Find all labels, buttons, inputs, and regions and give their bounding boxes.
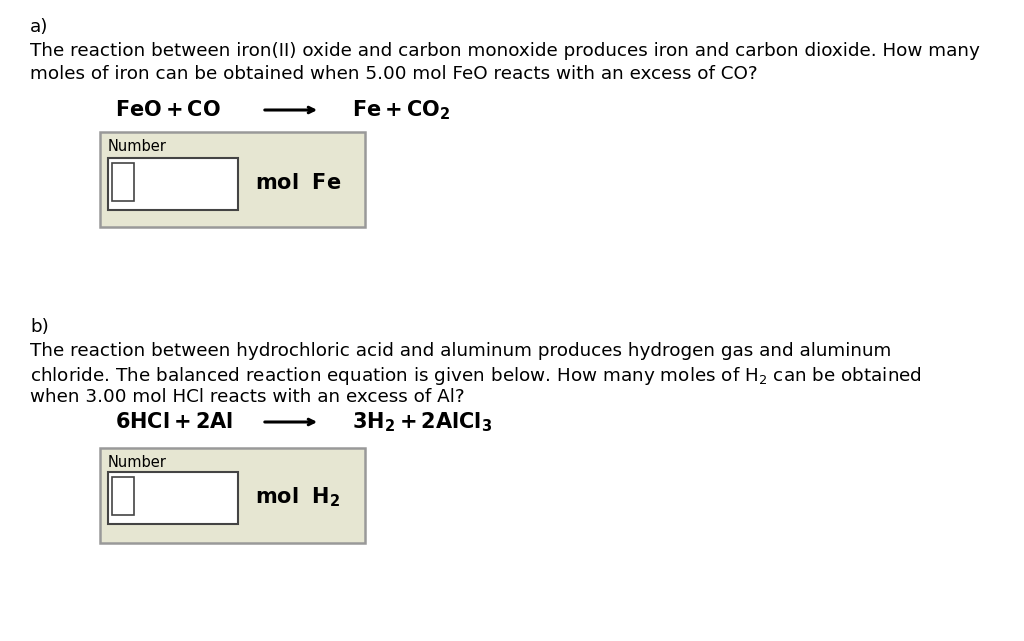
Bar bbox=[112, 477, 134, 515]
Text: The reaction between iron(II) oxide and carbon monoxide produces iron and carbon: The reaction between iron(II) oxide and … bbox=[30, 42, 980, 60]
Text: $\mathbf{FeO + CO}$: $\mathbf{FeO + CO}$ bbox=[115, 100, 221, 120]
Text: Number: Number bbox=[108, 455, 167, 470]
Text: Number: Number bbox=[108, 139, 167, 154]
Text: The reaction between hydrochloric acid and aluminum produces hydrogen gas and al: The reaction between hydrochloric acid a… bbox=[30, 342, 891, 360]
Text: chloride. The balanced reaction equation is given below. How many moles of H$_2$: chloride. The balanced reaction equation… bbox=[30, 365, 922, 387]
Bar bbox=[100, 132, 365, 227]
Text: $\mathbf{mol\ \ H_2}$: $\mathbf{mol\ \ H_2}$ bbox=[255, 485, 340, 509]
Text: b): b) bbox=[30, 318, 49, 336]
Text: when 3.00 mol HCl reacts with an excess of Al?: when 3.00 mol HCl reacts with an excess … bbox=[30, 388, 465, 406]
Bar bbox=[108, 472, 238, 524]
Bar bbox=[112, 163, 134, 201]
Text: $\mathbf{3H_2 + 2AlCl_3}$: $\mathbf{3H_2 + 2AlCl_3}$ bbox=[352, 410, 493, 434]
Text: $\mathbf{6HCl + 2Al}$: $\mathbf{6HCl + 2Al}$ bbox=[115, 412, 233, 432]
Bar bbox=[100, 448, 365, 543]
Text: a): a) bbox=[30, 18, 48, 36]
Bar bbox=[108, 158, 238, 210]
Text: moles of iron can be obtained when 5.00 mol FeO reacts with an excess of CO?: moles of iron can be obtained when 5.00 … bbox=[30, 65, 758, 83]
Text: $\mathbf{mol\ \ Fe}$: $\mathbf{mol\ \ Fe}$ bbox=[255, 173, 341, 193]
Text: $\mathbf{Fe + CO_2}$: $\mathbf{Fe + CO_2}$ bbox=[352, 98, 451, 122]
